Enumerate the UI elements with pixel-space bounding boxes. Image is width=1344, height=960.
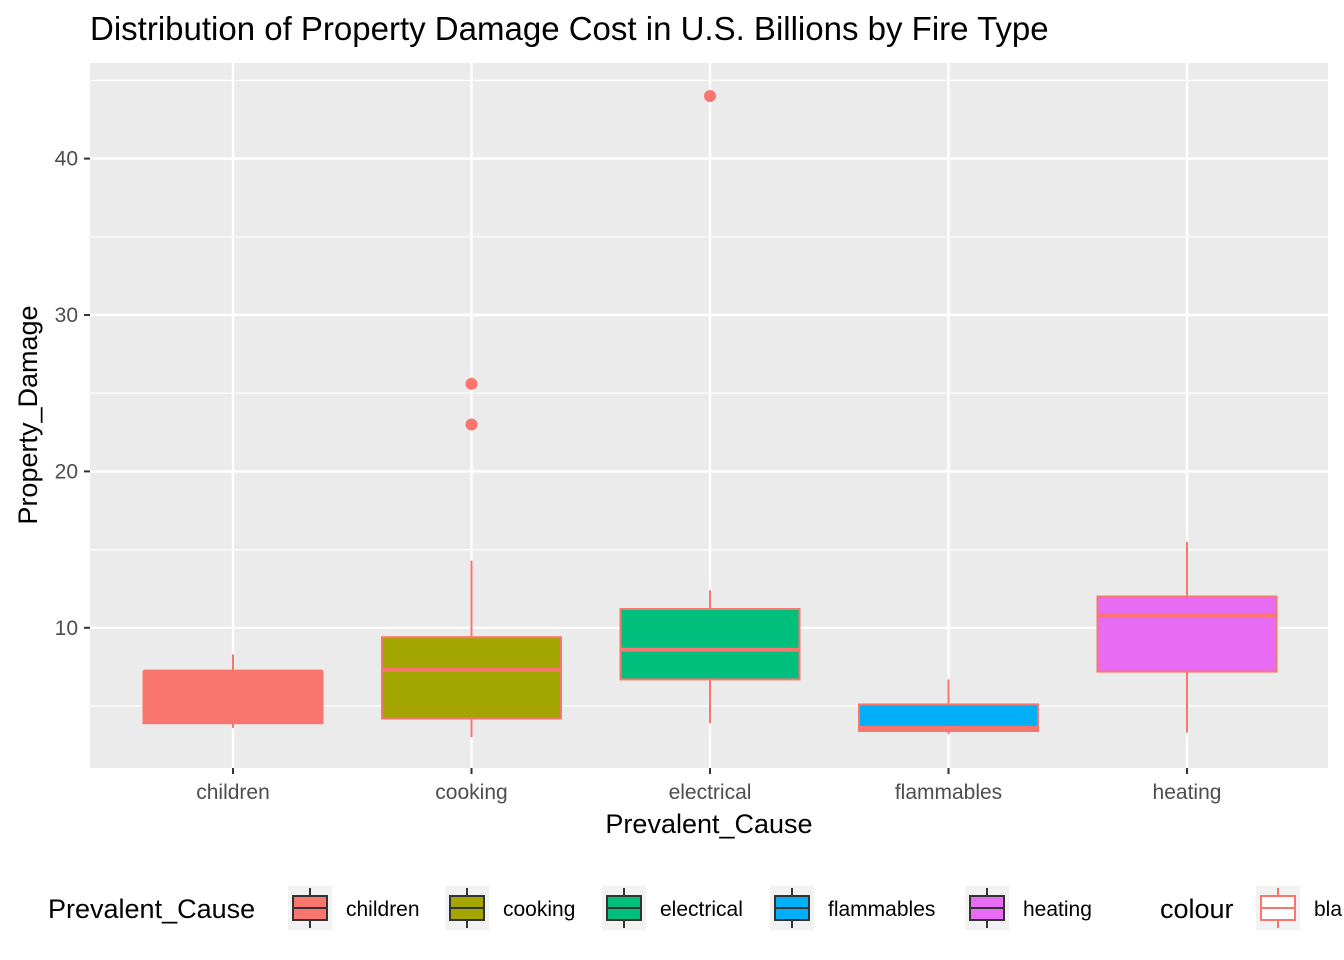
box-electrical — [619, 90, 801, 724]
legend-fill-title: Prevalent_Cause — [48, 894, 255, 924]
x-tick-label: heating — [1153, 781, 1222, 804]
boxes — [142, 90, 1278, 738]
legend-item-flammables: flammables — [770, 886, 935, 930]
y-tick-label: 30 — [55, 304, 78, 327]
x-tick-label: electrical — [669, 781, 752, 804]
outlier-point — [465, 418, 478, 431]
x-tick-label: children — [196, 781, 270, 804]
x-axis-title: Prevalent_Cause — [605, 809, 812, 839]
legend-item-cooking: cooking — [445, 886, 575, 930]
box-heating — [1096, 541, 1278, 733]
y-axis: 10 20 30 40 — [55, 148, 90, 640]
y-tick-label: 40 — [55, 148, 78, 171]
legend-colour-label: bla — [1314, 898, 1342, 921]
x-tick-label: cooking — [435, 781, 507, 804]
legend-item-label: children — [346, 898, 420, 921]
legend-item-heating: heating — [965, 886, 1092, 930]
legend-item-children: children — [288, 886, 420, 930]
x-axis: children cooking electrical flammables heati… — [196, 768, 1221, 804]
legend-fill-entries: children cooking electrical flammables heati… — [288, 886, 1092, 930]
box-body — [619, 608, 801, 681]
legend: Prevalent_Cause children cooking electrica… — [48, 886, 1342, 930]
legend-colour-title: colour — [1160, 894, 1234, 924]
x-tick-label: flammables — [895, 781, 1002, 804]
legend-item-label: flammables — [828, 898, 935, 921]
y-tick-label: 10 — [55, 617, 78, 640]
box-body — [381, 636, 562, 720]
box-children — [142, 654, 324, 728]
box-body — [142, 670, 324, 725]
legend-item-label: cooking — [503, 898, 575, 921]
outlier-point — [465, 377, 478, 390]
box-flammables — [858, 679, 1039, 735]
legend-item-electrical: electrical — [602, 886, 743, 930]
legend-item-label: heating — [1023, 898, 1092, 921]
chart-title: Distribution of Property Damage Cost in … — [90, 10, 1049, 47]
legend-colour-item: bla — [1256, 886, 1342, 930]
box-cooking — [381, 377, 562, 738]
y-axis-title: Property_Damage — [13, 305, 43, 524]
legend-colour-entries: bla — [1256, 886, 1342, 930]
box-body — [1096, 595, 1278, 673]
y-tick-label: 20 — [55, 460, 78, 483]
outlier-point — [704, 90, 716, 103]
legend-item-label: electrical — [660, 898, 743, 921]
